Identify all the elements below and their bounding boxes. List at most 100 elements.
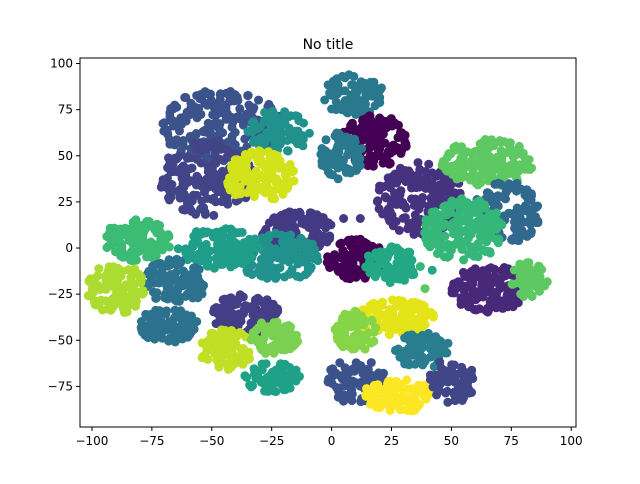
data-point	[505, 183, 515, 193]
data-point	[480, 147, 490, 157]
data-point	[144, 269, 154, 279]
data-point	[519, 230, 529, 240]
data-point	[285, 129, 294, 139]
data-point	[428, 179, 438, 189]
data-point	[351, 308, 361, 317]
data-point	[267, 305, 277, 315]
data-point	[146, 251, 156, 261]
data-point	[161, 280, 171, 289]
x-tick-label: 50	[444, 434, 459, 448]
data-point	[362, 241, 372, 251]
data-point	[239, 238, 249, 248]
data-point	[111, 247, 120, 257]
data-point	[102, 232, 112, 241]
data-point	[244, 265, 254, 275]
data-point	[425, 242, 435, 252]
data-point	[242, 372, 252, 382]
data-point	[188, 284, 198, 294]
data-point	[444, 149, 454, 159]
data-point	[172, 311, 182, 321]
data-point	[184, 164, 194, 174]
data-point	[338, 313, 348, 323]
data-point	[526, 195, 536, 205]
data-point	[117, 239, 127, 249]
data-point	[298, 131, 308, 141]
data-point	[367, 316, 377, 326]
data-point	[164, 193, 173, 203]
data-point	[247, 118, 257, 128]
data-point	[407, 306, 417, 316]
data-point	[233, 242, 243, 252]
data-point	[433, 249, 442, 259]
data-point	[249, 192, 259, 202]
data-point	[244, 100, 254, 110]
data-point	[269, 371, 279, 381]
data-point	[184, 317, 194, 327]
x-tick-label: 75	[504, 434, 519, 448]
data-point	[150, 334, 160, 344]
data-point	[363, 251, 373, 261]
data-point	[427, 265, 437, 275]
data-point	[426, 234, 436, 244]
data-point	[333, 174, 343, 184]
data-point	[405, 255, 415, 264]
data-point	[472, 217, 482, 227]
data-point	[172, 154, 182, 164]
data-point	[352, 332, 361, 341]
data-point	[384, 213, 394, 223]
data-point	[377, 83, 386, 93]
data-point	[127, 230, 137, 240]
data-point	[286, 111, 296, 121]
data-point	[196, 253, 206, 263]
data-point	[257, 365, 267, 375]
data-point	[507, 279, 517, 289]
data-point	[214, 136, 224, 146]
data-point	[223, 344, 232, 354]
x-axis: −100 −75 −50 −25 0 25 50 75 100	[75, 427, 583, 448]
data-point	[216, 89, 226, 99]
data-point	[271, 177, 281, 187]
data-point	[197, 146, 207, 156]
data-point	[536, 277, 546, 287]
data-point	[260, 257, 270, 267]
data-point	[136, 272, 146, 282]
data-point	[235, 162, 245, 172]
data-point	[421, 167, 431, 176]
data-point	[385, 245, 395, 255]
data-point	[402, 384, 412, 394]
data-point	[117, 283, 127, 293]
data-point	[424, 159, 434, 169]
x-tick-label: −75	[139, 434, 164, 448]
data-point	[325, 374, 335, 384]
data-point	[402, 375, 412, 385]
data-point	[245, 380, 255, 390]
data-point	[479, 287, 489, 297]
data-point	[225, 173, 234, 183]
data-point	[280, 345, 290, 355]
data-point	[249, 137, 258, 147]
data-point	[349, 340, 359, 350]
data-point	[96, 295, 106, 305]
data-point	[308, 254, 318, 263]
data-point	[441, 242, 451, 252]
data-point	[212, 227, 222, 237]
y-tick-label: −25	[48, 287, 73, 301]
data-point	[263, 169, 273, 179]
data-point	[413, 158, 423, 168]
data-point	[493, 191, 503, 201]
data-point	[196, 109, 206, 119]
data-point	[279, 332, 289, 342]
data-point	[397, 248, 407, 257]
data-point	[215, 187, 225, 197]
data-point	[201, 228, 211, 238]
y-tick-label: 50	[58, 149, 73, 163]
data-point	[360, 368, 370, 378]
data-point	[390, 345, 400, 355]
data-point	[173, 258, 183, 268]
data-point	[334, 136, 344, 146]
data-point	[365, 111, 375, 121]
data-point	[186, 106, 196, 116]
data-point	[151, 293, 161, 303]
